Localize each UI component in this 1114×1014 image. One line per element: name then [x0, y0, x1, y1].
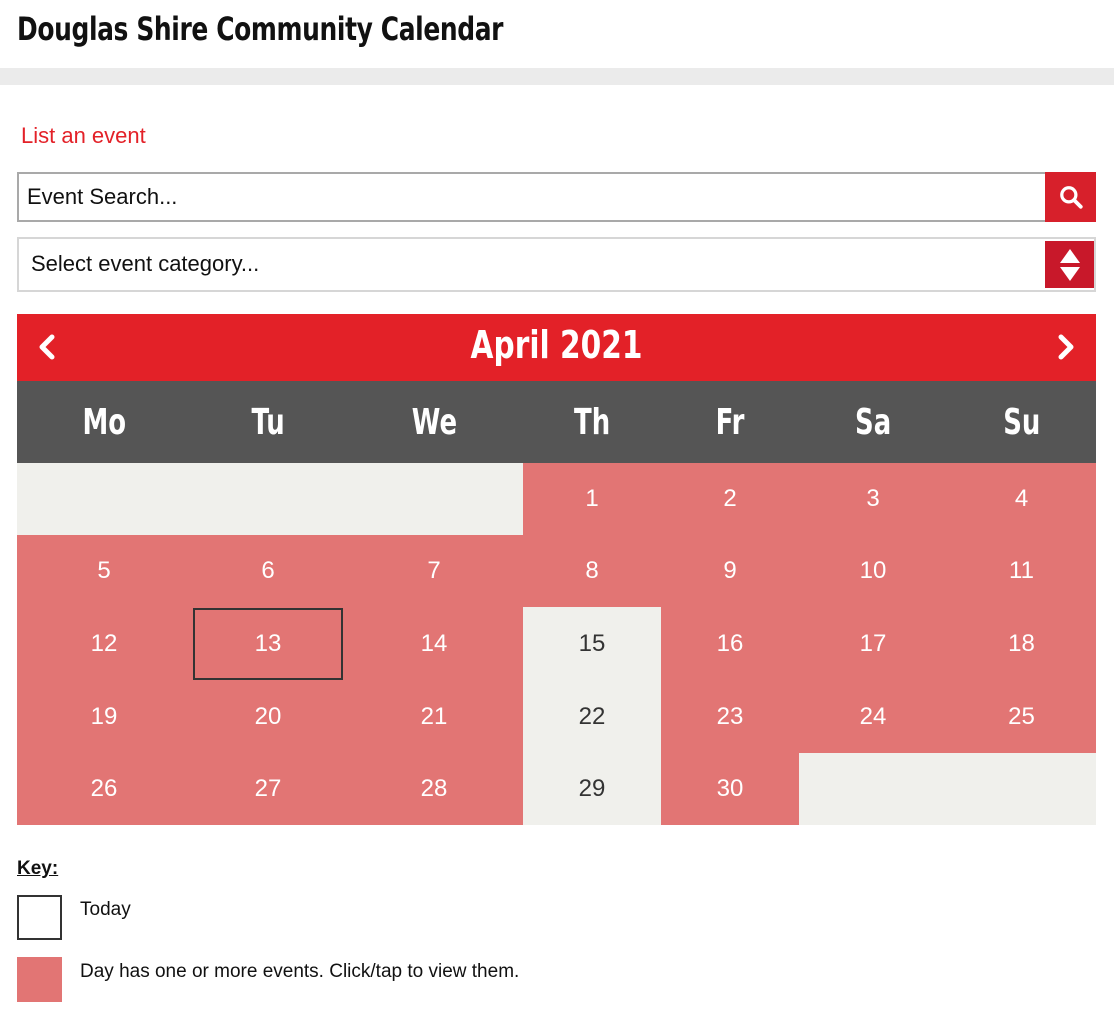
calendar-day-9[interactable]: 9 — [661, 535, 799, 607]
calendar-day-26[interactable]: 26 — [17, 753, 191, 825]
today-marker — [193, 608, 343, 680]
calendar-day-6[interactable]: 6 — [191, 535, 345, 607]
calendar-day-27[interactable]: 27 — [191, 753, 345, 825]
calendar-day-29: 29 — [523, 753, 661, 825]
next-month-button[interactable] — [1046, 327, 1086, 367]
calendar-day-11[interactable]: 11 — [947, 535, 1096, 607]
category-select[interactable]: Select event category... — [17, 237, 1096, 292]
calendar-day-22: 22 — [523, 681, 661, 753]
calendar-day-13[interactable]: 13 — [191, 607, 345, 681]
calendar-day-18[interactable]: 18 — [947, 607, 1096, 681]
weekday-tu: Tu — [191, 381, 345, 463]
event-search — [17, 172, 1096, 222]
calendar-day-7[interactable]: 7 — [345, 535, 523, 607]
search-icon — [1059, 186, 1083, 209]
key-today-swatch — [17, 895, 62, 940]
calendar-empty-cell — [947, 753, 1096, 825]
calendar-day-15: 15 — [523, 607, 661, 681]
sort-arrows-icon — [1045, 241, 1094, 288]
key-event-label: Day has one or more events. Click/tap to… — [80, 961, 520, 982]
chevron-left-icon — [39, 334, 55, 360]
calendar-empty-cell — [191, 463, 345, 535]
weekday-sa: Sa — [799, 381, 947, 463]
calendar-day-30[interactable]: 30 — [661, 753, 799, 825]
search-button[interactable] — [1045, 172, 1096, 222]
key-title: Key: — [17, 858, 59, 879]
weekday-label: Th — [573, 401, 611, 443]
calendar-day-8[interactable]: 8 — [523, 535, 661, 607]
calendar-day-2[interactable]: 2 — [661, 463, 799, 535]
page-title: Douglas Shire Community Calendar — [17, 10, 504, 48]
calendar-empty-cell — [17, 463, 191, 535]
calendar-empty-cell — [799, 753, 947, 825]
weekday-label: Tu — [251, 401, 285, 443]
calendar-day-1[interactable]: 1 — [523, 463, 661, 535]
calendar-day-20[interactable]: 20 — [191, 681, 345, 753]
previous-month-button[interactable] — [27, 327, 67, 367]
weekday-label: Mo — [82, 401, 126, 443]
calendar-day-23[interactable]: 23 — [661, 681, 799, 753]
calendar-day-28[interactable]: 28 — [345, 753, 523, 825]
list-event-link[interactable]: List an event — [21, 123, 146, 148]
weekday-label: Fr — [715, 401, 745, 443]
calendar-day-25[interactable]: 25 — [947, 681, 1096, 753]
calendar: April 2021 Mo Tu We Th Fr Sa Su 1 2 3 4 5 6 7 8 9 10 11 1… — [17, 314, 1096, 825]
site-header: Douglas Shire Community Calendar — [0, 0, 1114, 68]
calendar-day-17[interactable]: 17 — [799, 607, 947, 681]
key-event-swatch — [17, 957, 62, 1002]
calendar-day-21[interactable]: 21 — [345, 681, 523, 753]
header-divider — [0, 68, 1114, 85]
calendar-day-10[interactable]: 10 — [799, 535, 947, 607]
weekday-we: We — [345, 381, 523, 463]
calendar-day-16[interactable]: 16 — [661, 607, 799, 681]
weekday-su: Su — [947, 381, 1096, 463]
weekday-mo: Mo — [17, 381, 191, 463]
calendar-day-14[interactable]: 14 — [345, 607, 523, 681]
chevron-right-icon — [1058, 334, 1074, 360]
weekday-fr: Fr — [661, 381, 799, 463]
calendar-day-4[interactable]: 4 — [947, 463, 1096, 535]
category-select-value: Select event category... — [31, 251, 260, 276]
weekday-label: Su — [1002, 401, 1041, 443]
key-today-label: Today — [80, 899, 131, 920]
month-label: April 2021 — [470, 323, 643, 367]
calendar-empty-cell — [345, 463, 523, 535]
calendar-day-12[interactable]: 12 — [17, 607, 191, 681]
calendar-day-3[interactable]: 3 — [799, 463, 947, 535]
weekday-th: Th — [523, 381, 661, 463]
search-input[interactable] — [17, 172, 1045, 222]
calendar-day-24[interactable]: 24 — [799, 681, 947, 753]
calendar-day-5[interactable]: 5 — [17, 535, 191, 607]
weekday-label: Sa — [854, 401, 892, 443]
calendar-day-19[interactable]: 19 — [17, 681, 191, 753]
calendar-header: April 2021 — [17, 314, 1096, 381]
weekday-header: Mo Tu We Th Fr Sa Su — [17, 381, 1096, 463]
weekday-label: We — [411, 401, 457, 443]
calendar-grid: 1 2 3 4 5 6 7 8 9 10 11 12 13 14 15 16 17 18 19 20 21 22 23 24 2… — [17, 463, 1096, 825]
